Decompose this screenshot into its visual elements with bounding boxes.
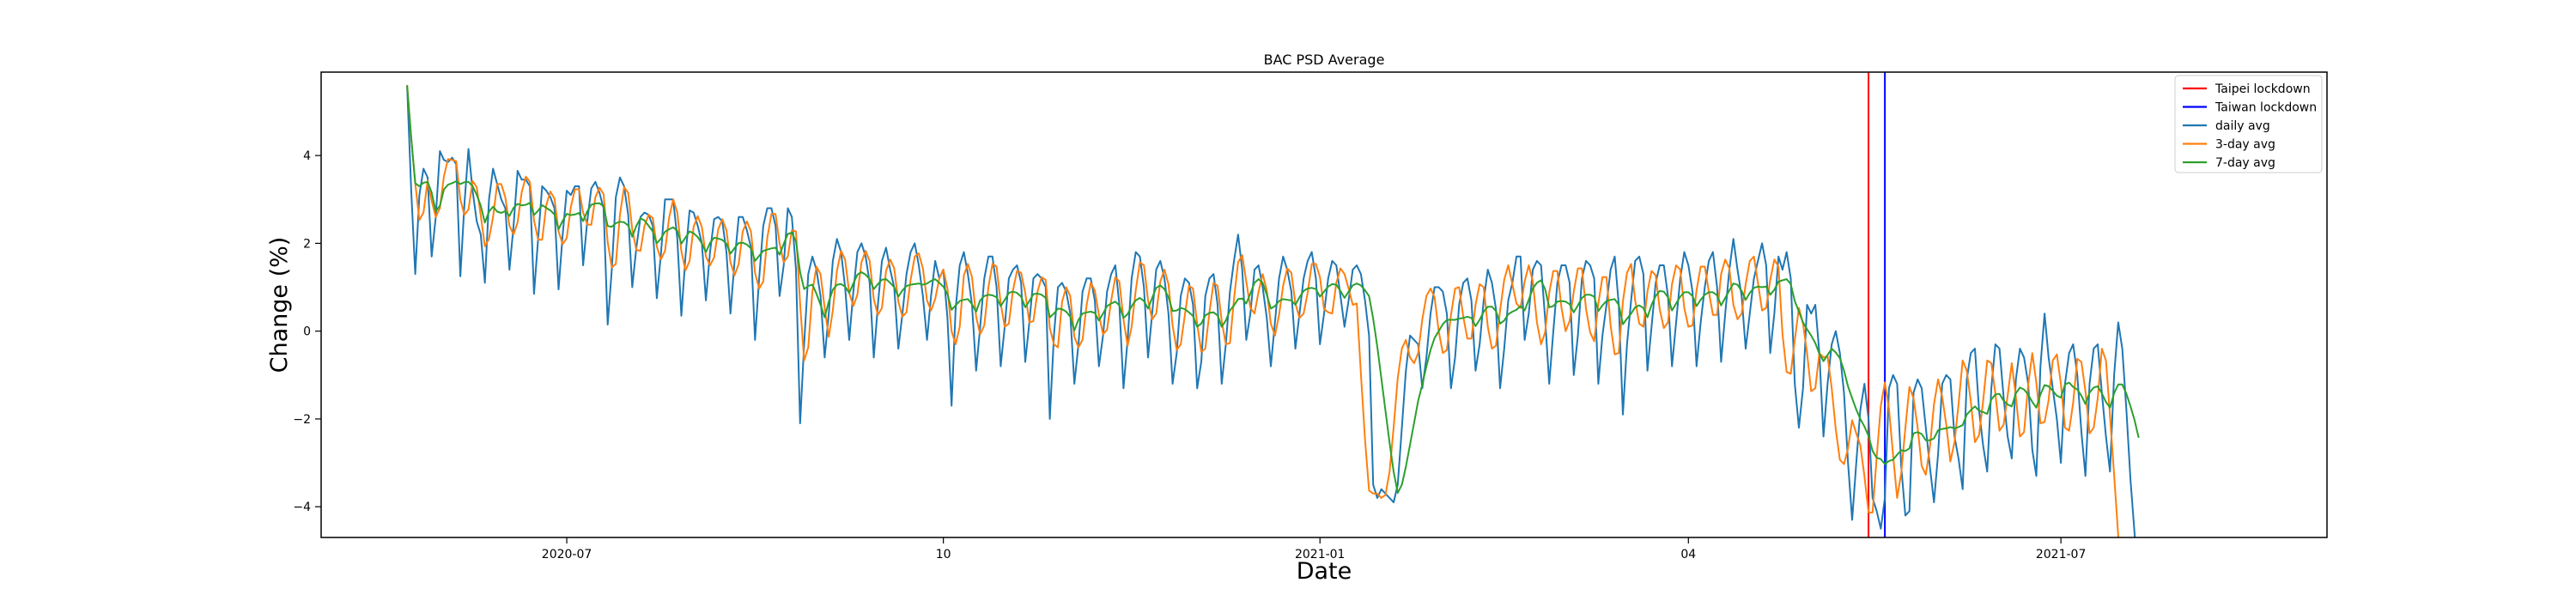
x-tick-label: 2021-01 [1295, 548, 1346, 562]
vertical-markers [1868, 72, 1886, 537]
legend-label: 7-day avg [2215, 156, 2275, 170]
legend-frame [2174, 75, 2323, 173]
series-lines [406, 85, 2140, 537]
x-tick-label: 2020-07 [542, 548, 592, 562]
legend-label: Taipei lockdown [2215, 82, 2311, 96]
y-axis: −4 −2 0 2 4 [293, 149, 321, 514]
chart-title: BAC PSD Average [1264, 52, 1385, 68]
y-tick-label: 0 [303, 325, 311, 339]
y-tick-label: 4 [303, 149, 311, 163]
x-tick-label: 2021-07 [2036, 548, 2087, 562]
avg7-line [406, 85, 2140, 495]
legend-label: daily avg [2215, 119, 2270, 133]
plot-area [406, 72, 2140, 537]
legend: Taipei lockdown Taiwan lockdown daily avg 3… [2174, 75, 2323, 173]
y-tick-label: 2 [303, 237, 311, 251]
y-tick-label: −4 [293, 501, 311, 514]
plot-frame [320, 71, 2328, 538]
legend-label: 3-day avg [2215, 138, 2275, 152]
x-axis: 2020-07 10 2021-01 04 2021-07 [542, 537, 2087, 562]
x-tick-label: 10 [936, 548, 951, 562]
y-tick-label: −2 [293, 413, 311, 427]
x-tick-label: 04 [1680, 548, 1696, 562]
x-axis-label: Date [1297, 558, 1352, 585]
legend-label: Taiwan lockdown [2215, 101, 2317, 115]
y-axis-label: Change (%) [266, 237, 293, 373]
